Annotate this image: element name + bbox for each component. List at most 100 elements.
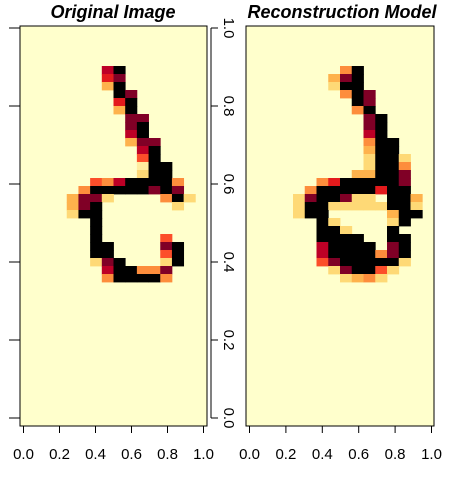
heatmap-cell	[171, 186, 185, 195]
heatmap-cell	[293, 210, 306, 219]
heatmap-cell	[340, 242, 353, 251]
y-tick-label: 0.0	[220, 408, 237, 429]
heatmap-cell	[340, 74, 353, 83]
heatmap-cell	[316, 218, 329, 227]
heatmap-cell	[90, 258, 103, 267]
heatmap-cell	[398, 202, 411, 211]
original-x-tick-label: 0.2	[49, 446, 70, 463]
heatmap-cell	[148, 178, 161, 187]
heatmap-cell	[125, 130, 138, 139]
heatmap-cell	[101, 74, 114, 83]
heatmap-cell	[316, 258, 329, 267]
reconstruction-x-tick-label: 0.2	[275, 446, 296, 463]
heatmap-cell	[304, 210, 317, 219]
heatmap-cell	[90, 242, 103, 251]
heatmap-cell	[398, 162, 411, 171]
heatmap-cell	[125, 122, 138, 131]
heatmap-cell	[375, 162, 388, 171]
heatmap-cell	[363, 114, 376, 123]
heatmap-cell	[398, 154, 411, 163]
heatmap-cell	[340, 66, 353, 75]
heatmap-cell	[101, 258, 114, 267]
heatmap-cell	[387, 218, 400, 227]
heatmap-cell	[316, 226, 329, 235]
heatmap-cell	[171, 250, 185, 259]
heatmap-cell	[101, 178, 114, 187]
heatmap-cell	[328, 186, 341, 195]
heatmap-cell	[375, 186, 388, 195]
heatmap-cell	[316, 210, 329, 219]
heatmap-cell	[148, 162, 161, 171]
heatmap-cell	[136, 122, 149, 131]
heatmap-cell	[328, 250, 341, 259]
heatmap-cell	[398, 170, 411, 179]
heatmap-cell	[136, 114, 149, 123]
heatmap-cell	[66, 210, 79, 219]
heatmap-cell	[387, 186, 400, 195]
heatmap-cell	[316, 194, 329, 203]
heatmap-cell	[148, 146, 161, 155]
heatmap-cell	[387, 234, 400, 243]
heatmap-cell	[410, 194, 423, 203]
original-image-left-ticks	[9, 27, 20, 419]
heatmap-cell	[101, 274, 114, 283]
heatmap-cell	[387, 194, 400, 203]
heatmap-cell	[375, 170, 388, 179]
heatmap-cell	[66, 194, 79, 203]
heatmap-cell	[363, 146, 376, 155]
heatmap-cell	[387, 146, 400, 155]
original-image-x-axis: 0.0 0.2 0.4 0.6 0.8 1.0	[13, 425, 214, 463]
heatmap-cell	[160, 250, 173, 259]
heatmap-cell	[101, 266, 114, 275]
heatmap-cell	[363, 138, 376, 147]
heatmap-cell	[351, 90, 364, 99]
heatmap-cell	[90, 218, 103, 227]
heatmap-cell	[375, 274, 388, 283]
heatmap-cell	[113, 178, 126, 187]
reconstruction-model-panel: Reconstruction Model 0.0 0.2 0.4 0.6 0.8…	[239, 2, 442, 463]
heatmap-cell	[387, 250, 400, 259]
y-axis: 0.0 0.2 0.4 0.6 0.8 1.0	[210, 18, 237, 429]
heatmap-cell	[136, 178, 149, 187]
heatmap-cell	[101, 82, 114, 91]
heatmap-cell	[148, 170, 161, 179]
heatmap-cell	[101, 194, 114, 203]
heatmap-cell	[363, 250, 376, 259]
heatmap-cell	[113, 258, 126, 267]
heatmap-cell	[136, 266, 149, 275]
heatmap-cell	[387, 242, 400, 251]
heatmap-cell	[340, 82, 353, 91]
heatmap-cell	[90, 250, 103, 259]
heatmap-cell	[316, 178, 329, 187]
heatmap-cell	[363, 130, 376, 139]
heatmap-cell	[78, 210, 91, 219]
heatmap-cell	[351, 250, 364, 259]
heatmap-cell	[293, 194, 306, 203]
heatmap-cell	[387, 258, 400, 267]
heatmap-cell	[328, 202, 341, 211]
original-x-tick-label: 0.6	[121, 446, 142, 463]
heatmap-cell	[398, 218, 411, 227]
heatmap-cell	[363, 242, 376, 251]
heatmap-cell	[136, 130, 149, 139]
reconstruction-x-tick-label: 1.0	[421, 446, 442, 463]
heatmap-cell	[328, 218, 341, 227]
reconstruction-x-tick-label: 0.8	[385, 446, 406, 463]
heatmap-cell	[136, 146, 149, 155]
heatmap-cell	[363, 186, 376, 195]
heatmap-cell	[125, 90, 138, 99]
heatmap-cell	[160, 266, 173, 275]
heatmap-cell	[113, 90, 126, 99]
heatmap-cell	[136, 138, 149, 147]
heatmap-cell	[328, 258, 341, 267]
reconstruction-model-title: Reconstruction Model	[247, 2, 437, 22]
original-image-title: Original Image	[50, 2, 175, 22]
heatmap-cell	[387, 162, 400, 171]
heatmap-cell	[387, 202, 400, 211]
heatmap-cell	[160, 170, 173, 179]
heatmap-cell	[351, 202, 364, 211]
heatmap-cell	[90, 178, 103, 187]
heatmap-cell	[375, 202, 388, 211]
heatmap-cell	[375, 266, 388, 275]
